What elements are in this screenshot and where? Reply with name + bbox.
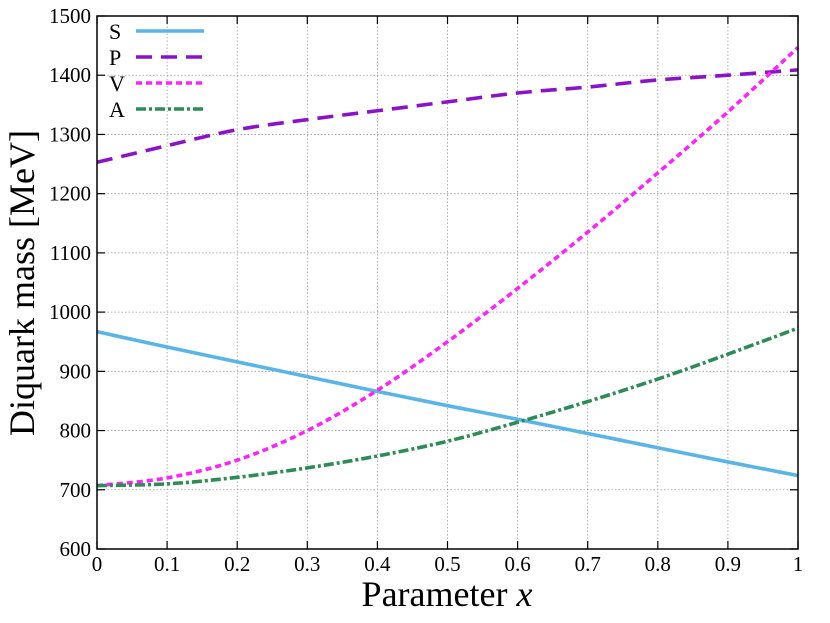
y-axis-title: Diquark mass [MeV] [2,130,42,436]
series-line-S [96,329,799,478]
series-line-V [96,46,800,488]
y-tick-label: 1500 [49,4,91,28]
grid-lines [97,16,798,549]
x-tick-label: 0 [92,552,103,576]
x-axis-title: Parameter x [362,574,533,614]
x-tick-label: 0.2 [224,552,250,576]
y-tick-label: 1100 [50,241,91,265]
y-tick-label: 900 [60,359,92,383]
legend-label-A: A [109,97,125,122]
x-tick-label: 0.9 [715,552,741,576]
x-tick-label: 0.3 [294,552,320,576]
x-tick-labels: 0 0.1 0.2 0.3 0.4 0.5 0.6 0.7 0.8 0.9 1 [92,552,804,576]
x-tick-label: 1 [793,552,804,576]
x-axis-variable: x [515,574,532,614]
y-tick-label: 1400 [49,63,91,87]
legend-label-S: S [109,19,121,44]
series-line-P [96,68,799,165]
x-tick-label: 0.5 [434,552,460,576]
axis-ticks [96,15,799,550]
y-tick-label: 1300 [49,122,91,146]
series-line-A [96,326,799,488]
y-tick-label: 700 [60,478,92,502]
legend-label-V: V [109,71,125,96]
x-tick-label: 0.8 [645,552,671,576]
y-tick-label: 600 [60,537,92,561]
y-tick-labels: 600 700 800 900 1000 1100 1200 1300 1400 1500 [49,4,91,561]
x-tick-label: 0.1 [154,552,180,576]
legend-label-P: P [109,45,121,70]
y-tick-label: 800 [60,419,92,443]
x-tick-label: 0.4 [364,552,391,576]
series-lines [96,46,800,488]
x-axis-title-text: Parameter [362,574,508,614]
y-tick-label: 1200 [49,182,91,206]
x-tick-label: 0.6 [504,552,530,576]
y-tick-label: 1000 [49,300,91,324]
x-tick-label: 0.7 [575,552,601,576]
